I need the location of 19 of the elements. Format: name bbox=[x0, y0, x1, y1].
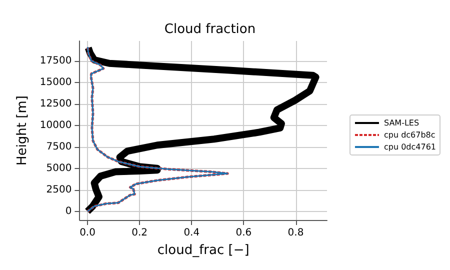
y-tick-label: 17500 bbox=[40, 55, 72, 66]
x-tick-label: 0.0 bbox=[80, 228, 96, 238]
y-tick-label: 0 bbox=[65, 206, 72, 217]
y-tick-label: 7500 bbox=[46, 141, 72, 152]
legend-label: cpu dc67b8c bbox=[384, 130, 436, 140]
legend-label: cpu 0dc4761 bbox=[384, 142, 436, 152]
y-tick-label: 5000 bbox=[46, 162, 72, 174]
x-tick-label: 0.6 bbox=[236, 228, 252, 238]
x-tick-label: 0.4 bbox=[184, 228, 200, 238]
x-tick-label: 0.8 bbox=[288, 228, 304, 238]
y-axis-title: Height [m] bbox=[15, 96, 30, 166]
y-tick-label: 15000 bbox=[40, 76, 72, 88]
x-tick-label: 0.2 bbox=[132, 228, 148, 238]
y-tick-label: 10000 bbox=[40, 120, 72, 131]
legend-label: SAM-LES bbox=[384, 118, 420, 128]
chart-title: Cloud fraction bbox=[164, 22, 256, 37]
y-tick-label: 12500 bbox=[40, 98, 72, 110]
x-axis-title: cloud_frac [−] bbox=[157, 243, 250, 258]
y-tick-label: 2500 bbox=[46, 184, 72, 196]
